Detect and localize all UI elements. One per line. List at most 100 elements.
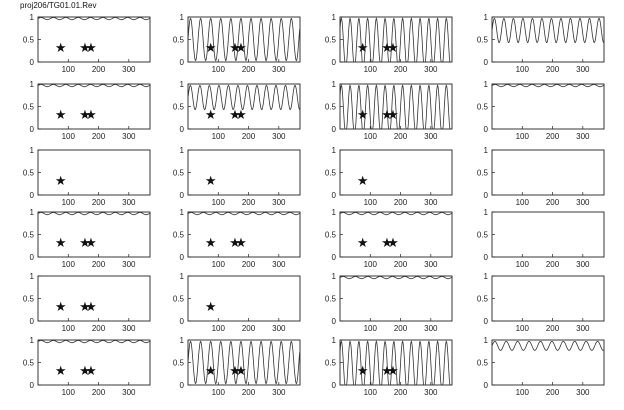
star-marker: ★	[357, 236, 369, 251]
star-marker: ★	[387, 41, 399, 56]
y-tick-label: 1	[484, 80, 489, 89]
y-tick-label: 0	[30, 381, 35, 390]
y-tick-label: 0	[484, 125, 489, 134]
y-tick-label: 0	[332, 317, 337, 326]
y-tick-label: 0	[180, 317, 185, 326]
star-marker: ★	[229, 364, 241, 379]
y-tick-label: 0.5	[173, 231, 185, 240]
x-tick-label: 300	[122, 132, 136, 141]
y-tick-label: 0	[180, 381, 185, 390]
y-tick-label: 1	[180, 13, 185, 22]
subplot-frame	[37, 211, 151, 258]
star-marker: ★	[79, 300, 91, 315]
y-tick-label: 0.5	[325, 231, 337, 240]
star-marker: ★	[229, 41, 241, 56]
x-tick-label: 300	[424, 324, 438, 333]
y-tick-label: 0.5	[477, 359, 489, 368]
y-tick-label: 1	[484, 336, 489, 345]
y-tick-label: 0.5	[477, 169, 489, 178]
star-marker: ★	[85, 364, 97, 379]
x-tick-label: 200	[546, 132, 560, 141]
subplot-frame	[37, 83, 151, 130]
star-marker: ★	[357, 174, 369, 189]
x-tick-label: 100	[62, 388, 76, 397]
x-tick-label: 300	[122, 198, 136, 207]
x-tick-label: 200	[394, 65, 408, 74]
x-tick-label: 100	[364, 198, 378, 207]
y-tick-label: 0	[332, 381, 337, 390]
subplot-frame	[187, 211, 301, 258]
star-marker: ★	[235, 364, 247, 379]
star-marker: ★	[235, 108, 247, 123]
y-tick-label: 0.5	[477, 295, 489, 304]
x-tick-label: 200	[394, 388, 408, 397]
x-tick-label: 100	[212, 198, 226, 207]
y-tick-label: 0.5	[173, 295, 185, 304]
y-tick-label: 1	[30, 336, 35, 345]
star-marker: ★	[79, 236, 91, 251]
star-marker: ★	[387, 108, 399, 123]
y-tick-label: 1	[484, 272, 489, 281]
y-tick-label: 1	[484, 13, 489, 22]
subplot-frame	[37, 275, 151, 322]
subplot-frame	[339, 211, 453, 258]
star-marker: ★	[235, 236, 247, 251]
x-tick-label: 300	[272, 198, 286, 207]
y-tick-label: 1	[332, 272, 337, 281]
star-marker: ★	[235, 41, 247, 56]
figure-title: proj206/TG01.01.Rev	[20, 1, 97, 10]
x-tick-label: 200	[394, 260, 408, 269]
star-marker: ★	[205, 41, 217, 56]
y-tick-label: 0	[484, 317, 489, 326]
x-tick-label: 100	[62, 198, 76, 207]
x-tick-label: 100	[516, 388, 530, 397]
x-tick-label: 200	[546, 324, 560, 333]
subplot-frame	[37, 339, 151, 386]
x-tick-label: 200	[242, 324, 256, 333]
x-tick-label: 100	[212, 260, 226, 269]
star-marker: ★	[55, 174, 67, 189]
series-line	[339, 276, 452, 280]
y-tick-label: 0	[30, 125, 35, 134]
star-marker: ★	[381, 236, 393, 251]
y-tick-label: 1	[484, 146, 489, 155]
y-tick-label: 1	[30, 272, 35, 281]
x-tick-label: 200	[92, 198, 106, 207]
y-tick-label: 0	[180, 125, 185, 134]
series-line	[491, 84, 604, 88]
x-tick-label: 300	[424, 198, 438, 207]
x-tick-label: 300	[576, 388, 590, 397]
x-tick-label: 100	[212, 388, 226, 397]
star-marker: ★	[79, 364, 91, 379]
subplot-frame	[491, 149, 605, 196]
x-tick-label: 100	[516, 132, 530, 141]
star-marker: ★	[357, 41, 369, 56]
y-tick-label: 1	[30, 146, 35, 155]
x-tick-label: 100	[62, 324, 76, 333]
subplot-frame	[491, 339, 605, 386]
x-tick-label: 100	[212, 324, 226, 333]
y-tick-label: 0	[30, 58, 35, 67]
y-tick-label: 1	[332, 13, 337, 22]
series-line	[339, 17, 452, 63]
series-line	[37, 17, 150, 21]
x-tick-label: 200	[546, 65, 560, 74]
x-tick-label: 300	[272, 132, 286, 141]
y-tick-label: 0	[484, 253, 489, 262]
x-tick-label: 100	[364, 65, 378, 74]
subplot-frame	[491, 275, 605, 322]
x-tick-label: 300	[272, 260, 286, 269]
y-tick-label: 0	[484, 191, 489, 200]
x-tick-label: 100	[364, 132, 378, 141]
x-tick-label: 100	[516, 260, 530, 269]
series-line	[37, 212, 150, 216]
y-tick-label: 1	[30, 13, 35, 22]
star-marker: ★	[205, 300, 217, 315]
y-tick-label: 0.5	[477, 36, 489, 45]
x-tick-label: 200	[92, 65, 106, 74]
y-tick-label: 0.5	[23, 295, 35, 304]
y-tick-label: 1	[332, 336, 337, 345]
series-line	[187, 17, 301, 62]
y-tick-label: 0.5	[325, 295, 337, 304]
x-tick-label: 300	[272, 65, 286, 74]
